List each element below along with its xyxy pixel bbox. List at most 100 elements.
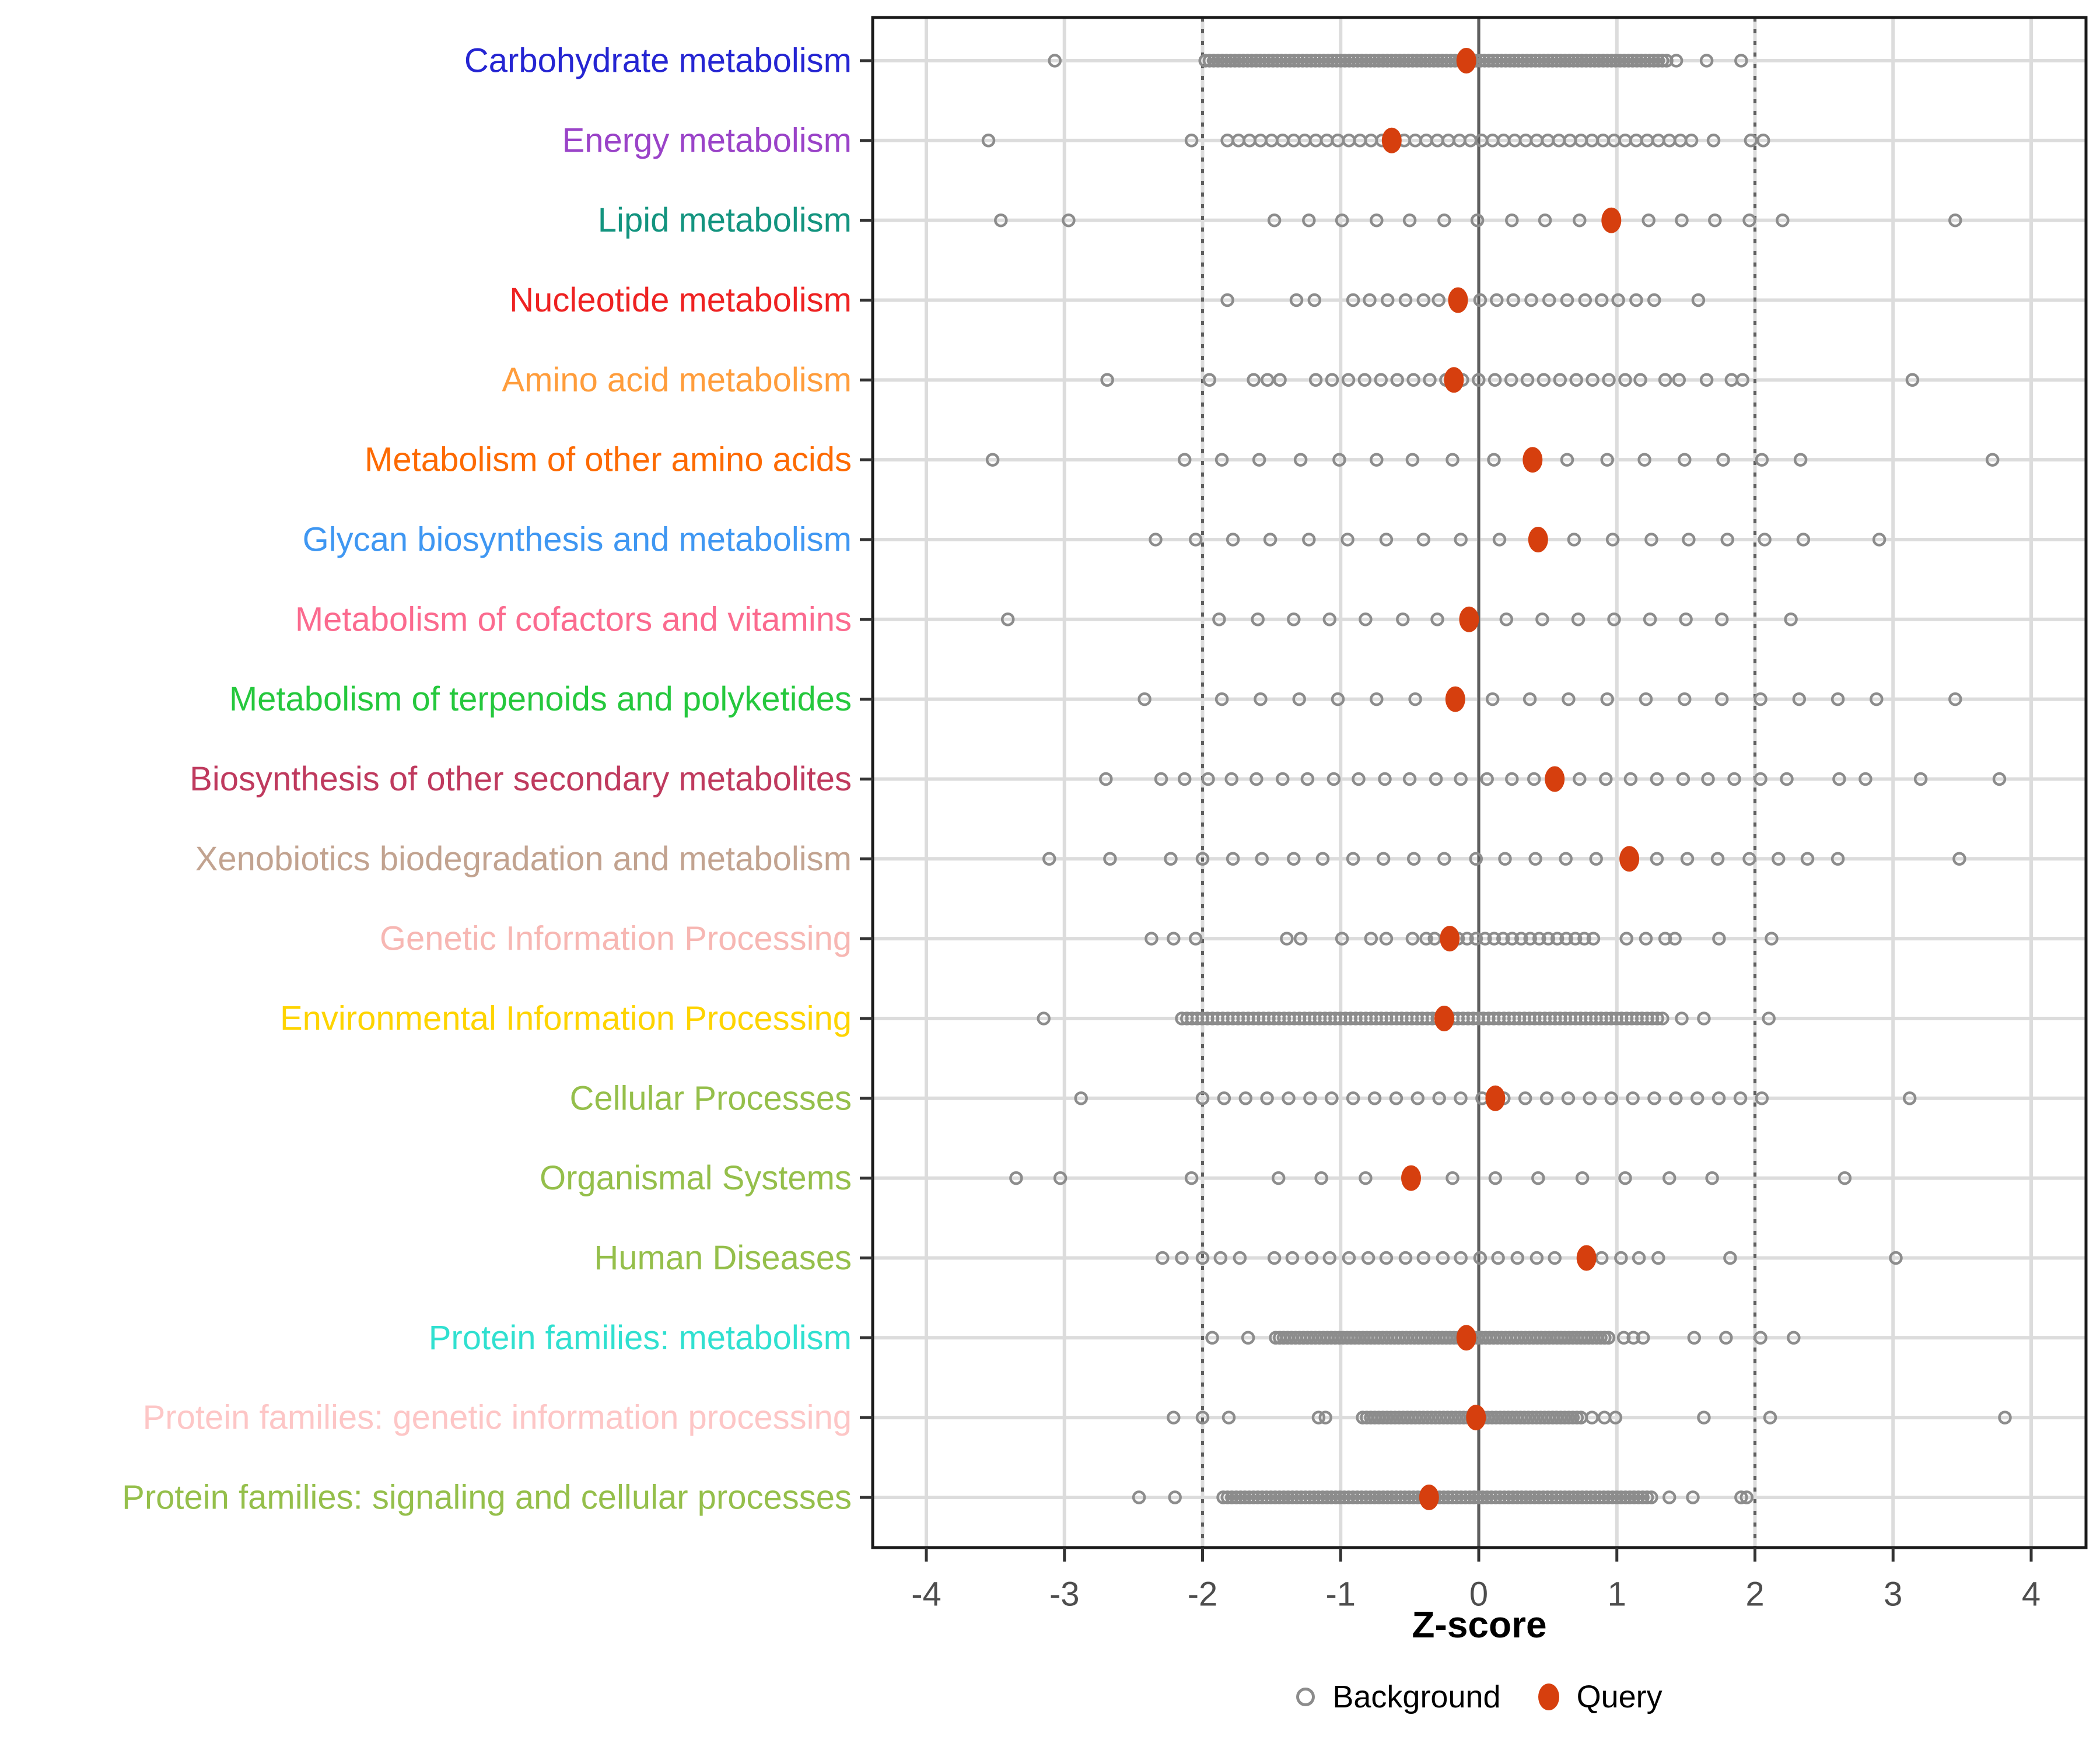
background-point (1496, 932, 1510, 946)
background-point (1514, 932, 1528, 946)
background-point (1609, 54, 1623, 68)
background-point (1471, 1490, 1486, 1504)
background-point (1435, 54, 1450, 68)
background-point (1287, 612, 1301, 626)
background-point (1518, 1091, 1532, 1105)
background-point (1655, 54, 1670, 68)
background-point (1364, 932, 1378, 946)
background-point (1618, 1171, 1632, 1185)
background-point (1859, 772, 1873, 786)
background-point (1586, 373, 1600, 387)
background-point (1216, 1490, 1230, 1504)
background-point (1498, 852, 1512, 866)
background-point (1531, 1171, 1545, 1185)
background-point (1503, 54, 1517, 68)
background-point (1247, 373, 1261, 387)
background-point (1712, 1091, 1726, 1105)
background-point (1583, 1091, 1597, 1105)
background-point (1311, 1410, 1326, 1424)
background-point (1660, 54, 1674, 68)
background-point (1333, 1490, 1347, 1504)
background-point (1262, 54, 1276, 68)
background-point (1359, 1171, 1373, 1185)
background-point (1201, 772, 1215, 786)
background-point (1662, 1490, 1676, 1504)
background-point (1405, 453, 1420, 467)
background-point (1398, 1251, 1413, 1265)
background-point (1332, 453, 1346, 467)
background-point (1831, 852, 1845, 866)
background-point (1545, 54, 1559, 68)
background-point (1491, 1251, 1505, 1265)
background-point (1380, 293, 1395, 307)
background-point (1212, 612, 1226, 626)
background-point (1320, 1490, 1334, 1504)
background-point (1402, 213, 1417, 228)
background-point (1380, 54, 1394, 68)
background-point (1437, 213, 1451, 228)
background-point (1308, 373, 1323, 387)
background-point (1494, 54, 1508, 68)
background-point (1308, 54, 1322, 68)
background-point (1226, 852, 1240, 866)
background-point (1800, 852, 1815, 866)
query-point (1419, 1484, 1439, 1510)
background-point (1487, 932, 1502, 946)
background-point (1423, 373, 1437, 387)
background-point (1566, 1410, 1580, 1424)
background-point (1528, 54, 1542, 68)
background-point (1541, 932, 1555, 946)
background-point (1754, 772, 1768, 786)
background-point (1325, 373, 1339, 387)
x-tick-label: -4 (911, 1576, 942, 1614)
background-point (1506, 293, 1520, 307)
background-point (1390, 373, 1404, 387)
background-point (1408, 692, 1422, 706)
background-point (1780, 772, 1794, 786)
background-point (1293, 453, 1308, 467)
background-point (1520, 373, 1535, 387)
background-point (1276, 772, 1290, 786)
background-point (1314, 1171, 1328, 1185)
background-point (1251, 1490, 1265, 1504)
background-point (1283, 54, 1297, 68)
background-point (1374, 373, 1388, 387)
background-point (1219, 54, 1234, 68)
query-point (1522, 447, 1543, 473)
category-label: Protein families: genetic information pr… (143, 1399, 852, 1437)
background-point (1389, 1490, 1404, 1504)
background-point (1720, 533, 1734, 547)
background-point (1350, 1490, 1364, 1504)
background-point (1167, 932, 1181, 946)
background-point (1225, 1490, 1239, 1504)
background-point (1579, 1490, 1594, 1504)
x-tick-label: -3 (1049, 1576, 1080, 1614)
background-point (1870, 692, 1884, 706)
background-point (1359, 1490, 1373, 1504)
background-point (1188, 932, 1203, 946)
category-label: Lipid metabolism (598, 201, 852, 239)
background-point (1361, 1251, 1376, 1265)
background-point (1905, 373, 1920, 387)
background-point (1402, 1490, 1416, 1504)
background-point (1532, 54, 1547, 68)
background-point (1594, 293, 1609, 307)
background-point (1592, 1490, 1606, 1504)
background-point (1255, 1490, 1269, 1504)
background-point (1431, 54, 1445, 68)
background-point (1755, 453, 1769, 467)
background-point (1138, 692, 1152, 706)
background-point (1480, 772, 1494, 786)
background-point (1238, 1490, 1252, 1504)
background-point (1535, 612, 1549, 626)
background-point (1505, 213, 1519, 228)
legend-item-query: Query (1538, 1679, 1662, 1715)
background-point (1393, 54, 1407, 68)
background-point (1532, 932, 1546, 946)
background-point (1734, 54, 1748, 68)
category-label: Metabolism of cofactors and vitamins (295, 600, 852, 638)
background-point (1396, 612, 1410, 626)
category-label: Protein families: metabolism (429, 1319, 852, 1357)
query-point (1545, 766, 1565, 792)
background-point (1132, 1490, 1146, 1504)
